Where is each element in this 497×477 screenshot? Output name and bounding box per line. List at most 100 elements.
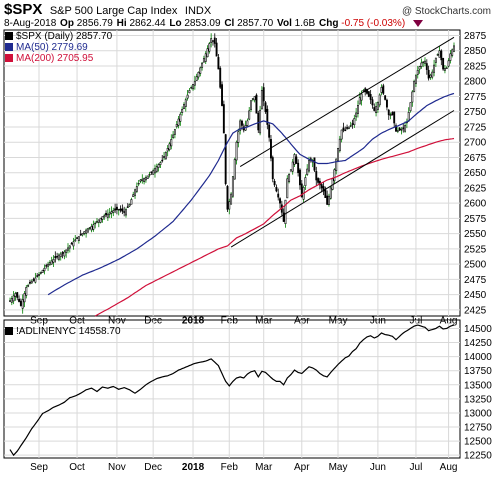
candle-body — [347, 126, 350, 129]
candle-body — [21, 299, 24, 309]
candle-body — [99, 217, 102, 223]
candle-body — [155, 166, 158, 172]
candle-body — [114, 208, 117, 211]
candle-body — [206, 48, 209, 58]
low-label: Lo — [169, 18, 182, 29]
candle-body — [449, 53, 452, 61]
candle-body — [16, 292, 19, 298]
change-value: -0.75 (-0.03%) — [341, 18, 406, 29]
candle-body — [253, 96, 256, 101]
candle-body — [67, 247, 69, 251]
down-triangle-icon — [412, 19, 423, 27]
candle-body — [72, 241, 75, 247]
adline-y-tick-label: 13250 — [464, 394, 492, 405]
candle-body — [393, 111, 396, 124]
candle-body — [251, 98, 254, 100]
candle-body — [179, 113, 182, 122]
legend-ma200-swatch — [5, 54, 13, 62]
candle-body — [442, 58, 445, 70]
price-y-tick-label: 2525 — [464, 244, 487, 255]
candle-body — [186, 94, 189, 99]
candle-body — [268, 124, 271, 138]
candle-body — [172, 134, 175, 138]
candle-body — [130, 199, 133, 205]
adline-y-tick-label: 12500 — [464, 437, 492, 448]
candle-body — [166, 148, 169, 152]
candle-body — [362, 90, 365, 92]
candle-body — [27, 285, 30, 287]
candle-body — [411, 91, 414, 103]
ma50-line — [47, 92, 455, 296]
candle-body — [148, 174, 151, 176]
adline-y-tick-label: 14250 — [464, 338, 492, 349]
candle-body — [215, 42, 218, 57]
candle-body — [389, 114, 392, 116]
candle-body — [420, 62, 423, 67]
candle-body — [163, 156, 165, 159]
ticker-symbol: $SPX — [4, 1, 43, 18]
candle-body — [376, 102, 379, 110]
candle-body — [358, 97, 361, 105]
candle-body — [275, 187, 278, 192]
candle-body — [188, 90, 191, 94]
candle-body — [168, 143, 171, 150]
low-value: 2853.09 — [184, 18, 221, 29]
legend-ma50-label: MA(50) 2779.69 — [16, 42, 88, 53]
candle-body — [262, 87, 265, 102]
candle-body — [297, 162, 300, 173]
price-y-tick-label: 2625 — [464, 183, 487, 194]
candle-body — [308, 160, 310, 172]
candle-body — [43, 267, 46, 272]
candle-body — [14, 293, 17, 297]
candle-body — [19, 300, 22, 306]
price-y-tick-label: 2500 — [464, 260, 487, 271]
candle-body — [212, 40, 214, 42]
candle-body — [208, 43, 211, 52]
candle-body — [173, 129, 176, 135]
candle-body — [85, 229, 88, 234]
candle-body — [57, 254, 60, 260]
adline-y-tick-label: 12250 — [464, 451, 492, 462]
candle-body — [414, 75, 417, 84]
candle-body — [213, 37, 216, 44]
adline-y-tick-label: 12750 — [464, 423, 492, 434]
candle-body — [306, 168, 309, 176]
legend-price: $SPX (Daily) 2857.70 — [5, 31, 112, 42]
candle-body — [139, 179, 142, 182]
candle-body — [250, 100, 252, 110]
candle-body — [92, 224, 95, 230]
price-y-tick-label: 2775 — [464, 92, 487, 103]
candle-body — [101, 216, 104, 220]
candle-body — [219, 67, 222, 88]
channel-upper-line — [239, 36, 455, 168]
candle-body — [79, 234, 82, 236]
adline-x-tick-label: Jul — [410, 462, 423, 473]
candle-body — [237, 131, 240, 143]
candle-body — [453, 45, 455, 52]
candle-body — [433, 64, 436, 73]
price-y-tick-label: 2875 — [464, 31, 487, 42]
quote-date: 8-Aug-2018 — [4, 18, 57, 29]
candle-body — [326, 195, 329, 205]
adline-x-tick-label: Sep — [30, 462, 48, 473]
price-y-tick-label: 2750 — [464, 107, 487, 118]
candle-body — [384, 95, 387, 100]
candle-body — [9, 300, 11, 302]
candle-body — [328, 195, 330, 205]
candle-body — [68, 245, 71, 249]
price-y-tick-label: 2825 — [464, 61, 487, 72]
adline-x-tick-label: Oct — [69, 462, 85, 473]
adline-x-tick-label: Dec — [144, 462, 162, 473]
candle-body — [65, 249, 68, 253]
candle-body — [121, 208, 124, 212]
candle-body — [97, 219, 100, 223]
candle-body — [70, 243, 73, 245]
high-label: Hi — [116, 18, 127, 29]
candle-body — [18, 298, 21, 302]
candle-body — [395, 125, 397, 132]
legend-adline-label: !ADLINENYC 14558.70 — [16, 326, 121, 337]
candle-body — [416, 69, 419, 75]
candle-body — [144, 177, 147, 181]
candle-body — [385, 99, 388, 108]
